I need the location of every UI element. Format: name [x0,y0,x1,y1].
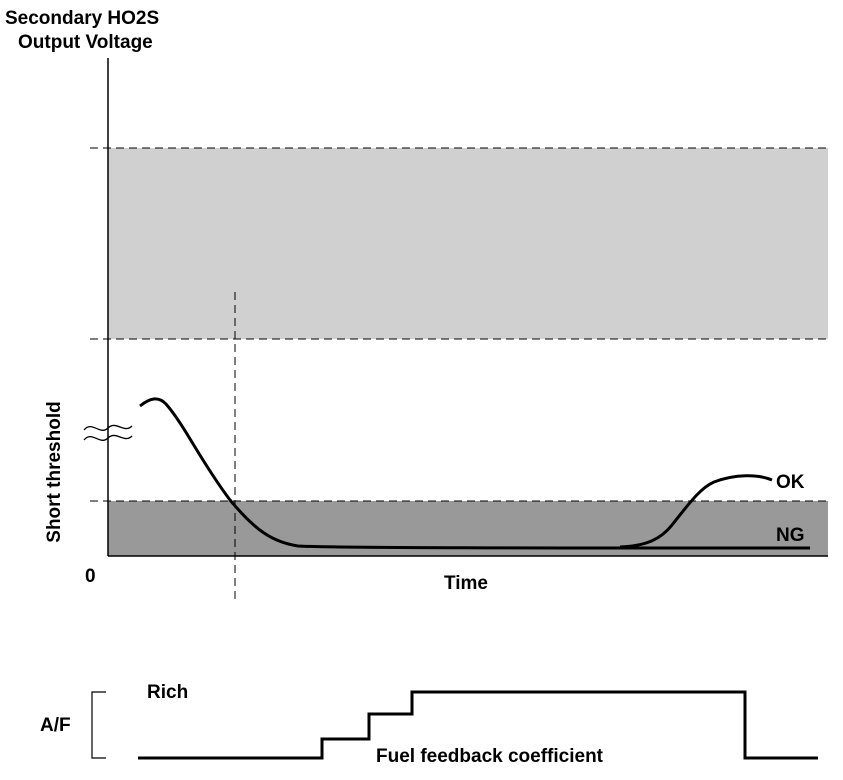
chart-title-line2: Output Voltage [18,32,153,53]
y-axis-label: Short threshold [44,401,65,543]
fuel-feedback-waveform [138,690,818,760]
fuel-feedback-coefficient-label: Fuel feedback coefficient [376,746,604,767]
x-axis-label: Time [444,573,489,594]
af-label: A/F [40,715,71,736]
axis-break-symbol [83,424,133,431]
af-bracket [91,691,106,759]
axis-break-symbol-2 [83,434,133,441]
chart-title-line1: Secondary HO2S [5,8,160,29]
rich-label: Rich [147,682,189,703]
ng-curve-label: NG [776,525,805,546]
ng-curve [139,397,811,550]
upper-band [108,148,828,339]
ok-curve [619,474,773,549]
ok-curve-label: OK [776,472,805,493]
origin-label: 0 [85,566,96,587]
